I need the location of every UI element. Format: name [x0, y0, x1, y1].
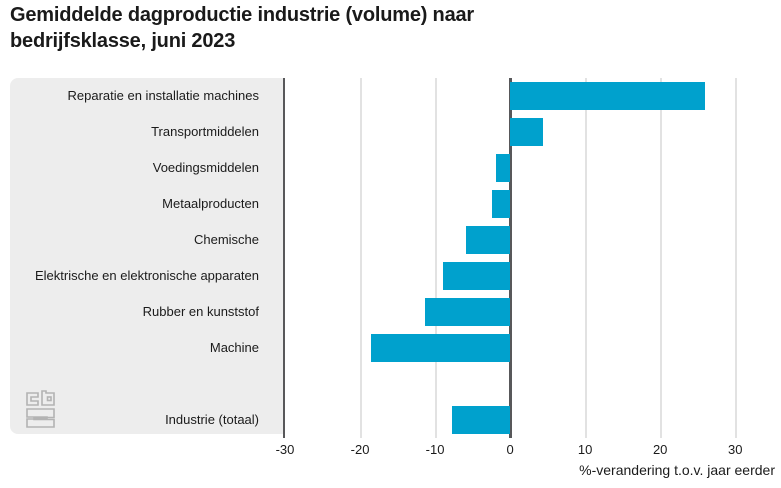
x-tick-label: 20: [652, 442, 668, 457]
category-label: Chemische: [193, 231, 259, 247]
zero-line: [509, 78, 513, 438]
plot-area: [285, 78, 775, 438]
bar-negative[interactable]: [492, 190, 511, 218]
x-axis-title: %-verandering t.o.v. jaar eerder: [579, 462, 775, 478]
category-label: Machine: [209, 339, 259, 355]
table-row: Rubber en kunststof: [10, 294, 775, 330]
gridline: [585, 78, 588, 438]
gridline: [735, 78, 738, 438]
table-row: Industrie (totaal): [10, 402, 775, 438]
bar-negative[interactable]: [451, 406, 511, 434]
category-label: Voedingsmiddelen: [152, 159, 259, 175]
x-tick-label: 0: [506, 442, 514, 457]
table-row: Transportmiddelen: [10, 114, 775, 150]
hamburger-menu-icon[interactable]: [752, 15, 776, 37]
category-label: Transportmiddelen: [151, 123, 259, 139]
gridline: [435, 78, 438, 438]
bar-negative[interactable]: [371, 334, 511, 362]
bar-rows: Reparatie en installatie machines Transpo…: [10, 78, 775, 438]
x-tick-label: -20: [350, 442, 370, 457]
gridline: [360, 78, 363, 438]
x-tick-label: -10: [425, 442, 445, 457]
chart-area: Reparatie en installatie machines Transpo…: [10, 78, 775, 438]
gridline: [660, 78, 663, 438]
table-row: Voedingsmiddelen: [10, 150, 775, 186]
x-axis: -30 -20 -10 0 10 20 30: [10, 442, 775, 460]
category-label: Metaalproducten: [162, 195, 259, 211]
bar-positive[interactable]: [510, 82, 706, 110]
bar-positive[interactable]: [510, 118, 544, 146]
table-row: Reparatie en installatie machines: [10, 78, 775, 114]
category-axis-line: [283, 78, 285, 438]
cbs-logo: [26, 390, 55, 428]
x-tick-label: 10: [577, 442, 593, 457]
bar-negative[interactable]: [443, 262, 511, 290]
bar-negative[interactable]: [495, 154, 511, 182]
table-row: Machine: [10, 330, 775, 366]
bar-negative[interactable]: [465, 226, 511, 254]
chart-title: Gemiddelde dagproductie industrie (volum…: [10, 4, 475, 52]
category-label: Rubber en kunststof: [142, 303, 259, 319]
table-row: Chemische: [10, 222, 775, 258]
table-row: Metaalproducten: [10, 186, 775, 222]
x-tick-label: -30: [275, 442, 295, 457]
table-row: Elektrische en elektronische apparaten: [10, 258, 775, 294]
x-tick-label: 30: [727, 442, 743, 457]
category-label: Elektrische en elektronische apparaten: [34, 267, 259, 283]
bar-negative[interactable]: [424, 298, 511, 326]
category-label: Reparatie en installatie machines: [67, 87, 260, 103]
category-label-panel: [10, 78, 283, 434]
category-label: Industrie (totaal): [165, 411, 259, 427]
